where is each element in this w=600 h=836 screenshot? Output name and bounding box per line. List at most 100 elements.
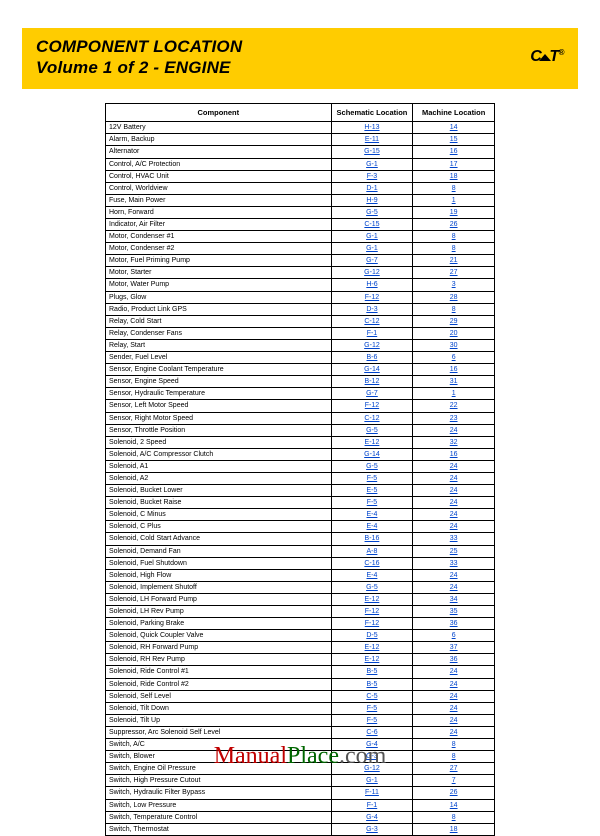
machine-link[interactable]: 8: [452, 741, 456, 748]
schematic-link[interactable]: G-14: [364, 451, 380, 458]
machine-link[interactable]: 16: [450, 148, 458, 155]
schematic-link[interactable]: G-3: [366, 826, 378, 833]
schematic-link[interactable]: E-4: [367, 572, 378, 579]
machine-link[interactable]: 8: [452, 185, 456, 192]
machine-link[interactable]: 24: [450, 499, 458, 506]
machine-link[interactable]: 20: [450, 330, 458, 337]
machine-link[interactable]: 27: [450, 765, 458, 772]
machine-link[interactable]: 8: [452, 233, 456, 240]
schematic-link[interactable]: G-1: [366, 233, 378, 240]
schematic-link[interactable]: C-16: [364, 560, 379, 567]
schematic-link[interactable]: E-12: [365, 439, 380, 446]
schematic-link[interactable]: G-3: [366, 753, 378, 760]
machine-link[interactable]: 19: [450, 209, 458, 216]
machine-link[interactable]: 34: [450, 596, 458, 603]
machine-link[interactable]: 27: [450, 269, 458, 276]
schematic-link[interactable]: E-4: [367, 511, 378, 518]
schematic-link[interactable]: E-4: [367, 523, 378, 530]
schematic-link[interactable]: E-5: [367, 487, 378, 494]
schematic-link[interactable]: F-12: [365, 608, 379, 615]
machine-link[interactable]: 29: [450, 318, 458, 325]
machine-link[interactable]: 37: [450, 644, 458, 651]
machine-link[interactable]: 33: [450, 560, 458, 567]
schematic-link[interactable]: F-12: [365, 402, 379, 409]
schematic-link[interactable]: C-5: [366, 693, 377, 700]
machine-link[interactable]: 17: [450, 161, 458, 168]
machine-link[interactable]: 8: [452, 245, 456, 252]
machine-link[interactable]: 36: [450, 656, 458, 663]
schematic-link[interactable]: F-1: [367, 330, 378, 337]
schematic-link[interactable]: F-5: [367, 717, 378, 724]
schematic-link[interactable]: B-16: [365, 535, 380, 542]
machine-link[interactable]: 31: [450, 378, 458, 385]
machine-link[interactable]: 23: [450, 415, 458, 422]
machine-link[interactable]: 21: [450, 257, 458, 264]
machine-link[interactable]: 24: [450, 463, 458, 470]
schematic-link[interactable]: H-13: [364, 124, 379, 131]
machine-link[interactable]: 35: [450, 608, 458, 615]
schematic-link[interactable]: B-12: [365, 378, 380, 385]
machine-link[interactable]: 1: [452, 197, 456, 204]
schematic-link[interactable]: G-14: [364, 366, 380, 373]
machine-link[interactable]: 24: [450, 427, 458, 434]
schematic-link[interactable]: B-5: [367, 681, 378, 688]
machine-link[interactable]: 14: [450, 124, 458, 131]
machine-link[interactable]: 24: [450, 511, 458, 518]
machine-link[interactable]: 24: [450, 475, 458, 482]
schematic-link[interactable]: G-4: [366, 814, 378, 821]
schematic-link[interactable]: D-1: [366, 185, 377, 192]
schematic-link[interactable]: E-12: [365, 656, 380, 663]
schematic-link[interactable]: A-8: [367, 548, 378, 555]
machine-link[interactable]: 16: [450, 366, 458, 373]
schematic-link[interactable]: H-6: [366, 281, 377, 288]
machine-link[interactable]: 3: [452, 281, 456, 288]
machine-link[interactable]: 7: [452, 777, 456, 784]
schematic-link[interactable]: G-15: [364, 148, 380, 155]
machine-link[interactable]: 24: [450, 729, 458, 736]
schematic-link[interactable]: E-11: [365, 136, 379, 143]
schematic-link[interactable]: B-5: [367, 668, 378, 675]
schematic-link[interactable]: G-5: [366, 427, 378, 434]
schematic-link[interactable]: E-12: [365, 596, 380, 603]
machine-link[interactable]: 8: [452, 306, 456, 313]
schematic-link[interactable]: G-12: [364, 342, 380, 349]
machine-link[interactable]: 6: [452, 632, 456, 639]
machine-link[interactable]: 26: [450, 221, 458, 228]
schematic-link[interactable]: C-15: [364, 221, 379, 228]
schematic-link[interactable]: D-5: [366, 632, 377, 639]
machine-link[interactable]: 30: [450, 342, 458, 349]
schematic-link[interactable]: G-5: [366, 584, 378, 591]
machine-link[interactable]: 24: [450, 668, 458, 675]
machine-link[interactable]: 1: [452, 390, 456, 397]
schematic-link[interactable]: F-12: [365, 294, 379, 301]
machine-link[interactable]: 24: [450, 487, 458, 494]
schematic-link[interactable]: G-7: [366, 390, 378, 397]
machine-link[interactable]: 8: [452, 814, 456, 821]
schematic-link[interactable]: D-3: [366, 306, 377, 313]
machine-link[interactable]: 33: [450, 535, 458, 542]
schematic-link[interactable]: G-1: [366, 245, 378, 252]
machine-link[interactable]: 24: [450, 681, 458, 688]
schematic-link[interactable]: F-11: [365, 789, 379, 796]
machine-link[interactable]: 24: [450, 717, 458, 724]
machine-link[interactable]: 24: [450, 693, 458, 700]
machine-link[interactable]: 25: [450, 548, 458, 555]
machine-link[interactable]: 26: [450, 789, 458, 796]
schematic-link[interactable]: C-12: [364, 318, 379, 325]
schematic-link[interactable]: F-12: [365, 620, 379, 627]
schematic-link[interactable]: G-5: [366, 209, 378, 216]
machine-link[interactable]: 24: [450, 523, 458, 530]
schematic-link[interactable]: F-5: [367, 475, 378, 482]
schematic-link[interactable]: B-6: [367, 354, 378, 361]
schematic-link[interactable]: F-3: [367, 173, 378, 180]
machine-link[interactable]: 22: [450, 402, 458, 409]
machine-link[interactable]: 18: [450, 173, 458, 180]
schematic-link[interactable]: E-12: [365, 644, 380, 651]
machine-link[interactable]: 24: [450, 705, 458, 712]
machine-link[interactable]: 16: [450, 451, 458, 458]
machine-link[interactable]: 18: [450, 826, 458, 833]
schematic-link[interactable]: H-9: [366, 197, 377, 204]
schematic-link[interactable]: G-12: [364, 269, 380, 276]
schematic-link[interactable]: G-1: [366, 161, 378, 168]
machine-link[interactable]: 14: [450, 802, 458, 809]
